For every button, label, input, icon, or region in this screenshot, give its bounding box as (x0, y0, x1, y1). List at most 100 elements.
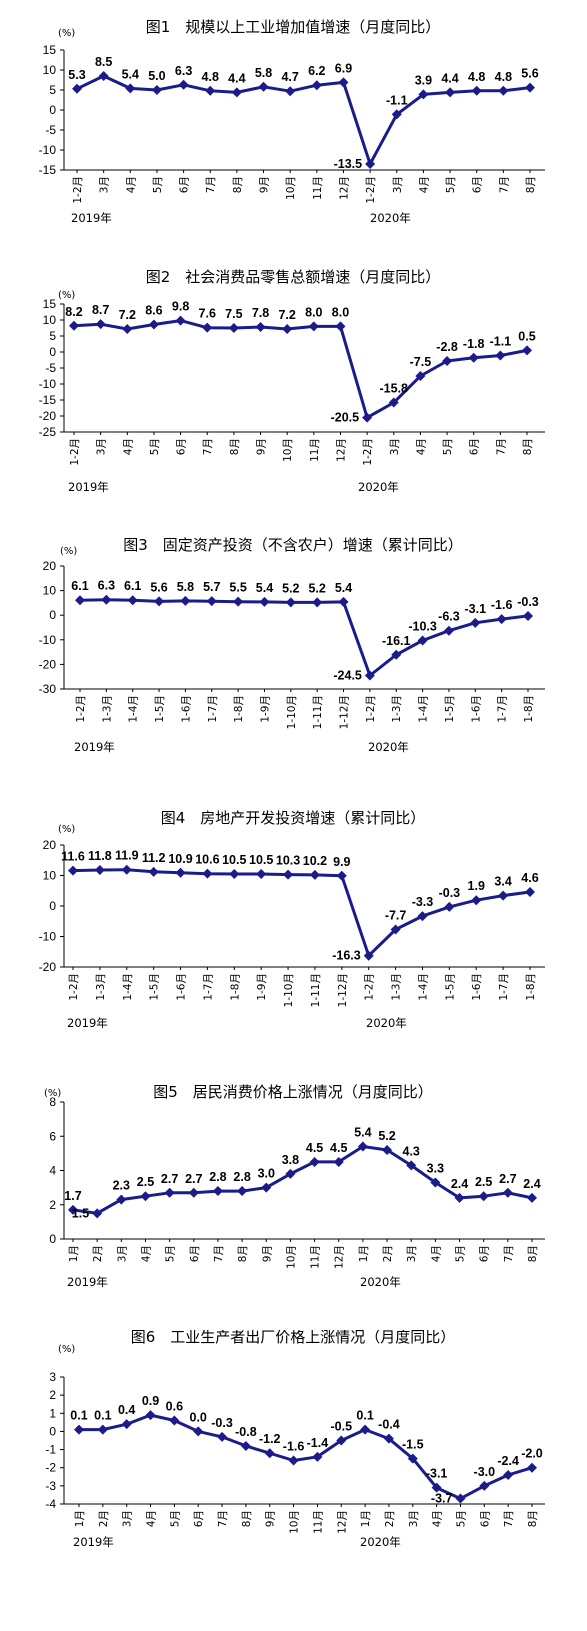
x-tick-label: 1-5月 (149, 973, 161, 1001)
data-label: -3.1 (465, 602, 487, 616)
data-point (417, 635, 428, 646)
data-point (336, 870, 347, 881)
data-label: 2.3 (113, 1179, 130, 1193)
data-point (98, 71, 109, 81)
year-label-2020: 2020年 (360, 1535, 401, 1549)
chart-title: 图6 工业生产者出厂价格上涨情况（月度同比） (131, 1330, 456, 1346)
x-tick-label: 1月 (358, 1245, 370, 1262)
data-point (154, 596, 165, 607)
x-tick-label: 1-4月 (128, 695, 140, 723)
data-point (255, 322, 266, 333)
data-label: 4.7 (281, 70, 298, 84)
data-label: 11.2 (142, 851, 166, 865)
data-label: 5.4 (335, 581, 352, 595)
y-tick-label: 0 (49, 103, 56, 117)
data-point (193, 1426, 204, 1437)
y-tick-label: -2 (45, 1461, 56, 1475)
x-tick-label: 4月 (122, 438, 134, 455)
data-label: 2.7 (185, 1172, 202, 1186)
data-point (471, 85, 482, 96)
data-point (75, 595, 85, 606)
y-tick-label: 8 (49, 1095, 56, 1109)
data-point (175, 867, 186, 878)
data-label: -0.4 (378, 1418, 400, 1432)
chart-ppi: 图6 工业生产者出厂价格上涨情况（月度同比） (%) 3 2 1 0 -1 -2 -3 -4 1月 2… (0, 1330, 587, 1631)
data-point (285, 597, 296, 608)
x-tick-label: 1-2月 (68, 973, 80, 1001)
data-label: -2.8 (436, 340, 458, 354)
data-point (92, 1208, 103, 1219)
chart-title: 图5 居民消费价格上涨情况（月度同比） (153, 1083, 433, 1101)
data-point (169, 1415, 180, 1426)
y-tick-label: 4 (49, 1164, 56, 1178)
data-point (333, 1156, 344, 1167)
data-point (445, 87, 456, 98)
data-label: 8.6 (145, 303, 162, 317)
y-tick-label: -15 (39, 163, 57, 177)
x-tick-label: 1-8月 (233, 695, 245, 723)
chart-retail-sales: 图2 社会消费品零售总额增速（月度同比） (%) 15 10 5 0 -5 -10 -15 -20… (0, 262, 587, 507)
data-label: -1.6 (283, 1439, 305, 1453)
x-tick-label: 12月 (336, 1510, 348, 1534)
data-label: -3.3 (412, 895, 434, 909)
data-label: 5.4 (354, 1126, 371, 1140)
data-point (336, 1435, 347, 1446)
x-tick-label: 1月 (74, 1510, 86, 1527)
data-point (264, 1448, 275, 1459)
data-label: -0.8 (235, 1425, 257, 1439)
x-tick-label: 1-7月 (202, 973, 214, 1001)
data-label: 7.2 (119, 308, 136, 322)
data-point (285, 1168, 296, 1179)
x-tick-label: 4月 (432, 1510, 444, 1527)
x-tick-label: 7月 (213, 1245, 225, 1262)
data-point (471, 895, 482, 906)
data-label: -3.1 (426, 1467, 448, 1481)
x-tick-label: 6月 (193, 1510, 205, 1527)
x-tick-label: 1-2月 (365, 695, 377, 723)
x-tick-label: 1-6月 (470, 695, 482, 723)
year-label-2020: 2020年 (368, 740, 409, 754)
data-point (206, 596, 217, 607)
data-label: 4.8 (468, 70, 485, 84)
data-label: 2.8 (209, 1170, 226, 1184)
x-tick-label: 1-2月 (69, 438, 81, 466)
data-point (527, 1462, 537, 1473)
x-tick-label: 1-3月 (101, 695, 113, 723)
data-label: -7.7 (385, 908, 407, 922)
chart-title: 图1 规模以上工业增加值增速（月度同比） (146, 18, 441, 36)
data-point (231, 87, 242, 98)
x-tick-label: 10月 (289, 1510, 301, 1534)
data-point (406, 1160, 417, 1171)
data-point (503, 1469, 514, 1480)
x-tick-label: 10月 (282, 438, 294, 462)
data-label: 5.0 (148, 69, 165, 83)
data-label: -2.0 (521, 1447, 543, 1461)
y-unit-label: (%) (58, 290, 75, 301)
x-tick-label: 7月 (217, 1510, 229, 1527)
x-tick-label: 1-6月 (176, 973, 188, 1001)
y-tick-label: -4 (45, 1497, 56, 1511)
chart-svg: 图2 社会消费品零售总额增速（月度同比） (%)15 10 5 0 -5 -10 -15 -20… (39, 268, 545, 494)
data-label: 0.0 (190, 1410, 207, 1424)
data-point (283, 869, 294, 880)
data-label: 5.4 (122, 67, 139, 81)
data-label: -1.4 (307, 1436, 329, 1450)
x-tick-label: 6月 (469, 438, 481, 455)
y-tick-label: 10 (43, 63, 57, 77)
data-label: 8.7 (92, 303, 109, 317)
data-point (312, 1451, 323, 1462)
data-point (391, 649, 402, 660)
data-point (309, 1156, 320, 1167)
data-label: 5.6 (150, 580, 167, 594)
y-tick-label: 10 (43, 313, 57, 327)
x-tick-label: 1-3月 (391, 695, 403, 723)
year-label-2019: 2019年 (71, 211, 112, 225)
data-label: -13.5 (334, 157, 363, 171)
x-tick-label: 3月 (122, 1510, 134, 1527)
x-tick-label: 7月 (503, 1245, 515, 1262)
series-line (72, 868, 531, 958)
data-label: 9.8 (172, 300, 189, 314)
data-point (229, 868, 240, 879)
y-tick-label: -25 (39, 425, 57, 439)
data-label: 5.8 (177, 580, 194, 594)
